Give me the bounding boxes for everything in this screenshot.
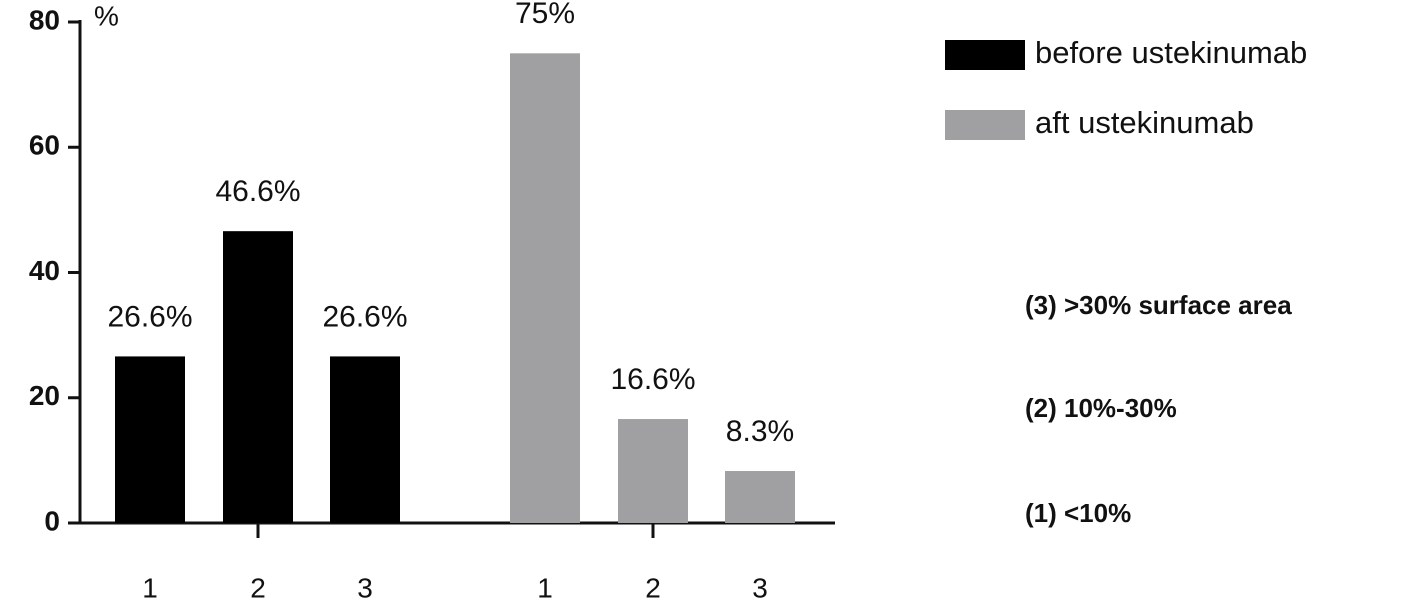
- x-tick-label: 1: [537, 572, 553, 603]
- annotation: (1) <10%: [1025, 498, 1131, 528]
- bar: [618, 419, 688, 523]
- legend-label: before ustekinumab: [1035, 35, 1307, 70]
- value-label: 75%: [515, 0, 575, 30]
- y-tick-label: 60: [29, 130, 60, 161]
- y-tick-label: 40: [29, 255, 60, 286]
- legend-label: aft ustekinumab: [1035, 105, 1254, 140]
- value-label: 26.6%: [322, 300, 407, 333]
- value-label: 46.6%: [215, 175, 300, 208]
- x-tick-label: 1: [142, 572, 158, 603]
- x-tick-label: 2: [645, 572, 661, 603]
- x-tick-label: 3: [357, 572, 373, 603]
- y-tick-label: 80: [29, 4, 60, 35]
- value-label: 26.6%: [107, 300, 192, 333]
- value-label: 16.6%: [610, 363, 695, 396]
- legend-swatch: [945, 110, 1025, 140]
- y-tick-label: 0: [44, 505, 60, 536]
- bar: [330, 356, 400, 523]
- value-label: 8.3%: [726, 415, 794, 448]
- bar: [115, 356, 185, 523]
- bar: [725, 471, 795, 523]
- annotation: (3) >30% surface area: [1025, 290, 1292, 320]
- bar: [223, 231, 293, 524]
- bar: [510, 53, 580, 523]
- x-tick-label: 3: [752, 572, 768, 603]
- y-tick-label: 20: [29, 380, 60, 411]
- y-axis-label: %: [94, 0, 119, 31]
- x-tick-label: 2: [250, 572, 266, 603]
- annotation: (2) 10%-30%: [1025, 393, 1177, 423]
- legend-swatch: [945, 40, 1025, 70]
